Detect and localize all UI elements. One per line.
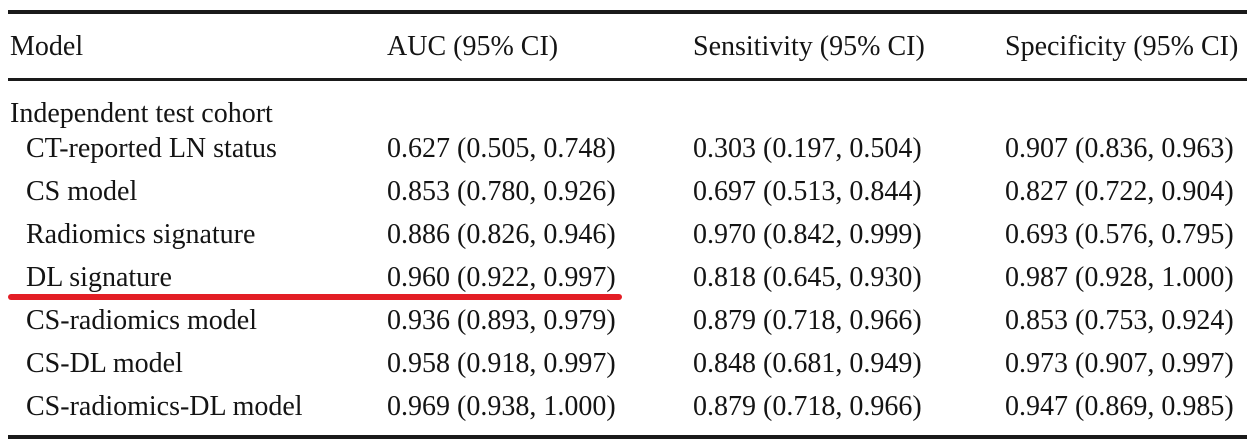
table-row: CS-radiomics model 0.936 (0.893, 0.979) …	[0, 306, 1253, 336]
specificity-cell: 0.973 (0.907, 0.997)	[1005, 348, 1234, 379]
column-header-specificity: Specificity (95% CI)	[1005, 31, 1239, 62]
sensitivity-cell: 0.879 (0.718, 0.966)	[693, 391, 922, 422]
section-header-label: Independent test cohort	[10, 98, 273, 129]
auc-cell: 0.960 (0.922, 0.997)	[387, 262, 616, 293]
model-name-cell: CS model	[26, 176, 138, 207]
auc-cell: 0.886 (0.826, 0.946)	[387, 219, 616, 250]
table-bottom-rule	[8, 435, 1247, 439]
model-name-cell: DL signature	[26, 262, 172, 293]
column-header-sensitivity: Sensitivity (95% CI)	[693, 31, 925, 62]
specificity-cell: 0.853 (0.753, 0.924)	[1005, 305, 1234, 336]
sensitivity-cell: 0.879 (0.718, 0.966)	[693, 305, 922, 336]
specificity-cell: 0.693 (0.576, 0.795)	[1005, 219, 1234, 250]
table-header-row: Model AUC (95% CI) Sensitivity (95% CI) …	[0, 32, 1253, 62]
specificity-cell: 0.907 (0.836, 0.963)	[1005, 133, 1234, 164]
table-row: CS-radiomics-DL model 0.969 (0.938, 1.00…	[0, 392, 1253, 422]
column-header-auc: AUC (95% CI)	[387, 31, 559, 62]
model-name-cell: CS-DL model	[26, 348, 183, 379]
table-header-rule	[8, 78, 1247, 81]
model-name-cell: CS-radiomics model	[26, 305, 257, 336]
specificity-cell: 0.987 (0.928, 1.000)	[1005, 262, 1234, 293]
sensitivity-cell: 0.697 (0.513, 0.844)	[693, 176, 922, 207]
specificity-cell: 0.827 (0.722, 0.904)	[1005, 176, 1234, 207]
column-header-model: Model	[10, 31, 84, 62]
table-row: CT-reported LN status 0.627 (0.505, 0.74…	[0, 134, 1253, 164]
specificity-cell: 0.947 (0.869, 0.985)	[1005, 391, 1234, 422]
table-row: CS model 0.853 (0.780, 0.926) 0.697 (0.5…	[0, 177, 1253, 207]
auc-cell: 0.969 (0.938, 1.000)	[387, 391, 616, 422]
table-row: Radiomics signature 0.886 (0.826, 0.946)…	[0, 220, 1253, 250]
model-name-cell: Radiomics signature	[26, 219, 256, 250]
sensitivity-cell: 0.303 (0.197, 0.504)	[693, 133, 922, 164]
section-header: Independent test cohort	[0, 99, 1253, 129]
auc-cell: 0.936 (0.893, 0.979)	[387, 305, 616, 336]
table-row-highlighted: DL signature 0.960 (0.922, 0.997) 0.818 …	[0, 263, 1253, 293]
red-underline-annotation	[8, 294, 622, 300]
model-name-cell: CT-reported LN status	[26, 133, 277, 164]
sensitivity-cell: 0.818 (0.645, 0.930)	[693, 262, 922, 293]
model-name-cell: CS-radiomics-DL model	[26, 391, 303, 422]
sensitivity-cell: 0.848 (0.681, 0.949)	[693, 348, 922, 379]
auc-cell: 0.627 (0.505, 0.748)	[387, 133, 616, 164]
auc-cell: 0.958 (0.918, 0.997)	[387, 348, 616, 379]
sensitivity-cell: 0.970 (0.842, 0.999)	[693, 219, 922, 250]
table-top-rule	[8, 10, 1247, 14]
auc-cell: 0.853 (0.780, 0.926)	[387, 176, 616, 207]
table-row: CS-DL model 0.958 (0.918, 0.997) 0.848 (…	[0, 349, 1253, 379]
